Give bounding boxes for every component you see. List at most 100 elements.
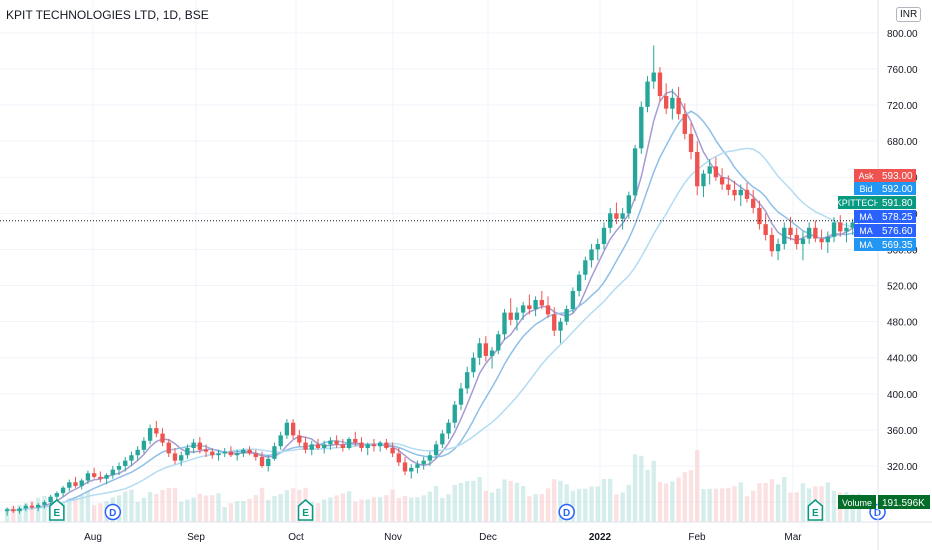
candle[interactable] (384, 438, 389, 450)
candle[interactable] (639, 101, 644, 154)
candle[interactable] (695, 141, 700, 196)
candle[interactable] (564, 305, 569, 326)
candle[interactable] (377, 440, 383, 452)
dividend-marker[interactable]: D (558, 503, 575, 521)
candle[interactable] (284, 419, 290, 439)
candle[interactable] (179, 451, 184, 467)
candle[interactable] (359, 437, 364, 452)
candle[interactable] (259, 451, 265, 468)
candle[interactable] (309, 440, 314, 456)
candle[interactable] (788, 216, 793, 241)
candle[interactable] (545, 296, 551, 319)
candle[interactable] (123, 457, 128, 472)
candle[interactable] (527, 294, 532, 315)
candle[interactable] (203, 444, 209, 458)
candle[interactable] (707, 159, 712, 185)
candle[interactable] (110, 466, 115, 479)
candle[interactable] (558, 318, 563, 344)
candle[interactable] (489, 346, 495, 369)
candle[interactable] (253, 449, 258, 461)
earnings-marker[interactable]: E (49, 499, 65, 521)
candle[interactable] (794, 227, 799, 250)
candle[interactable] (48, 494, 53, 506)
candle[interactable] (290, 419, 296, 439)
price-axis[interactable]: 800.00760.00720.00680.00640.00600.00560.… (877, 0, 918, 550)
candle[interactable] (11, 505, 16, 513)
candle[interactable] (713, 157, 719, 181)
candle[interactable] (191, 438, 196, 454)
candle[interactable] (135, 446, 140, 461)
candle[interactable] (197, 437, 203, 454)
candle[interactable] (328, 437, 333, 450)
candle[interactable] (390, 442, 395, 458)
candle[interactable] (844, 222, 849, 243)
currency-button[interactable]: INR (896, 7, 922, 22)
candle[interactable] (266, 455, 271, 472)
candle[interactable] (334, 435, 339, 448)
candle[interactable] (688, 123, 694, 160)
candle[interactable] (458, 383, 464, 411)
candle[interactable] (73, 476, 78, 488)
candle[interactable] (651, 45, 656, 89)
candle[interactable] (17, 506, 22, 514)
candle[interactable] (657, 67, 663, 102)
candle[interactable] (471, 352, 476, 378)
candle[interactable] (272, 442, 277, 461)
candle[interactable] (241, 447, 246, 458)
candle[interactable] (440, 429, 445, 448)
candlesticks[interactable] (4, 45, 862, 516)
candle[interactable] (570, 287, 576, 313)
candle[interactable] (172, 447, 178, 465)
candle[interactable] (682, 103, 687, 140)
candle[interactable] (228, 446, 234, 458)
candle[interactable] (483, 336, 489, 362)
candle[interactable] (141, 437, 147, 454)
candle[interactable] (409, 464, 414, 479)
candle[interactable] (757, 200, 762, 230)
candle[interactable] (632, 144, 638, 201)
candle[interactable] (601, 222, 607, 250)
candle[interactable] (4, 507, 10, 516)
candle[interactable] (54, 491, 60, 501)
candle[interactable] (23, 503, 28, 512)
candle[interactable] (278, 431, 283, 450)
candle[interactable] (719, 168, 725, 190)
candle[interactable] (216, 449, 221, 461)
candle[interactable] (589, 244, 594, 268)
candle[interactable] (701, 170, 706, 198)
candle[interactable] (583, 256, 588, 281)
candle[interactable] (340, 438, 346, 452)
candle[interactable] (160, 428, 165, 447)
candle[interactable] (154, 420, 159, 438)
candle[interactable] (222, 447, 227, 458)
time-axis[interactable]: Aug Sep Oct Nov Dec 2022 Feb Mar (0, 521, 932, 543)
candle[interactable] (85, 470, 91, 485)
candle[interactable] (552, 307, 557, 337)
candle[interactable] (29, 502, 35, 510)
candle[interactable] (800, 231, 806, 261)
candle[interactable] (520, 301, 526, 320)
candle[interactable] (769, 227, 775, 257)
candle[interactable] (303, 437, 308, 454)
candle[interactable] (42, 500, 47, 509)
candle[interactable] (533, 296, 538, 317)
candle[interactable] (36, 503, 41, 512)
candle[interactable] (402, 457, 408, 476)
candle[interactable] (60, 485, 66, 497)
candle[interactable] (365, 442, 370, 456)
earnings-marker[interactable]: E (807, 499, 824, 521)
candle[interactable] (614, 202, 619, 225)
candle[interactable] (91, 467, 97, 479)
candle[interactable] (676, 86, 681, 120)
candle[interactable] (819, 229, 824, 250)
candle[interactable] (315, 438, 321, 450)
candle[interactable] (726, 175, 731, 196)
earnings-marker[interactable]: E (297, 499, 314, 521)
candle[interactable] (98, 471, 103, 483)
candle[interactable] (104, 473, 109, 485)
candle[interactable] (508, 298, 513, 326)
candle[interactable] (116, 462, 122, 476)
candle[interactable] (850, 218, 855, 235)
candle[interactable] (738, 184, 743, 207)
